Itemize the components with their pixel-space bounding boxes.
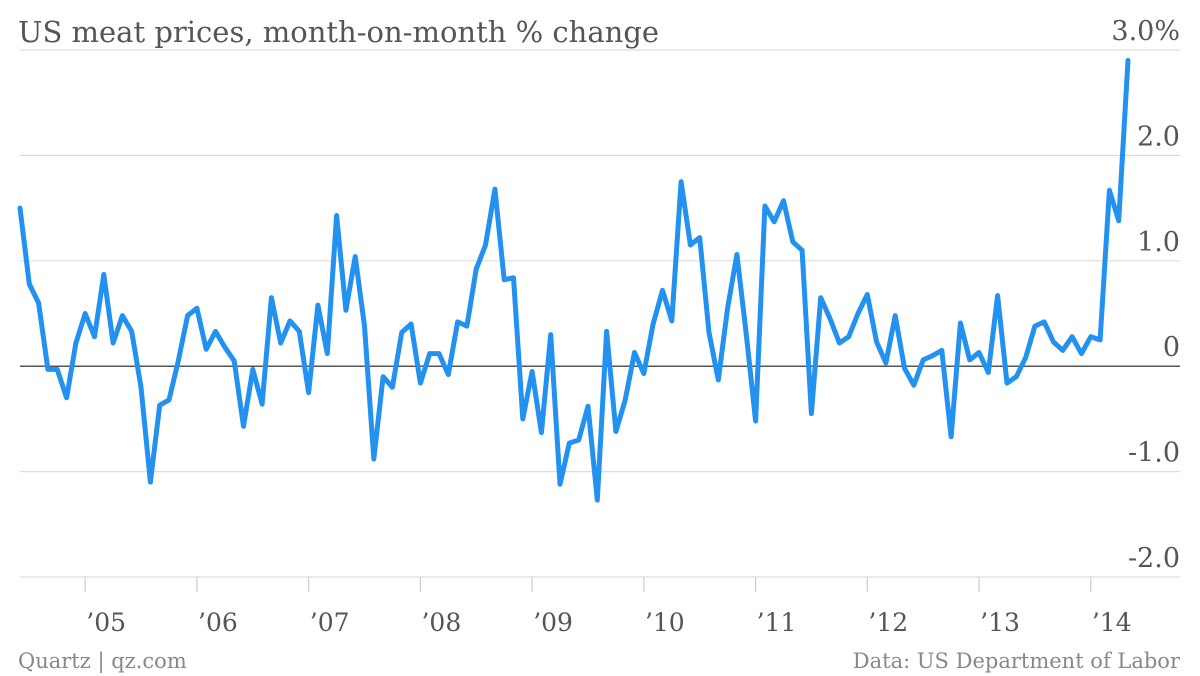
x-tick-label: ’13 — [980, 608, 1020, 637]
y-tick-label: 0 — [1163, 332, 1180, 363]
y-tick-label: -1.0 — [1128, 438, 1180, 469]
x-tick-label: ’08 — [421, 608, 461, 637]
y-tick-label: -2.0 — [1128, 543, 1180, 574]
x-tick-label: ’12 — [868, 608, 908, 637]
x-tick-label: ’10 — [645, 608, 685, 637]
x-tick-label: ’07 — [310, 608, 350, 637]
x-tick-label: ’06 — [198, 608, 238, 637]
credit: Quartz | qz.com — [18, 649, 187, 674]
y-tick-label: 2.0 — [1137, 121, 1180, 152]
y-tick-label: 3.0% — [1111, 16, 1180, 47]
x-tick-label: ’09 — [533, 608, 573, 637]
x-tick-label: ’14 — [1092, 608, 1132, 637]
source: Data: US Department of Labor — [853, 649, 1181, 673]
data-line — [17, 58, 1131, 503]
y-tick-label: 1.0 — [1137, 227, 1180, 258]
chart-title: US meat prices, month-on-month % change — [18, 15, 659, 49]
x-tick-label: ’05 — [86, 608, 126, 637]
x-tick-label: ’11 — [757, 608, 797, 637]
